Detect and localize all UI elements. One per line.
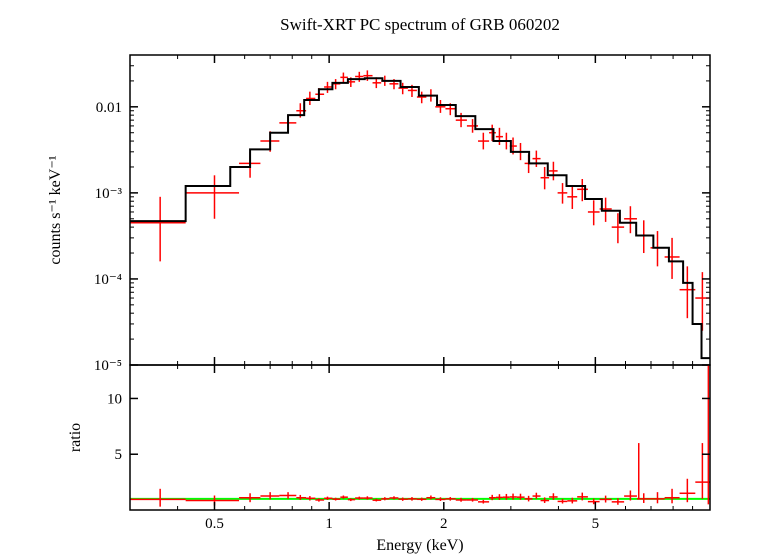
x-tick-label: 5 — [592, 516, 600, 532]
x-axis-label: Energy (keV) — [376, 537, 463, 554]
chart-svg: 10⁻⁵ 10⁻⁴ 10⁻³ 0.01 5 10 0.5 1 2 5 Swift-XRT PC sp… — [0, 0, 758, 556]
y-tick-label: 10⁻⁵ — [94, 358, 122, 374]
chart-title: Swift-XRT PC spectrum of GRB 060202 — [280, 15, 560, 34]
x-tick-label: 1 — [325, 516, 333, 532]
y-tick-label: 10⁻⁴ — [94, 272, 122, 288]
y-tick-label: 0.01 — [96, 100, 122, 116]
spectrum-chart: 10⁻⁵ 10⁻⁴ 10⁻³ 0.01 5 10 0.5 1 2 5 Swift-XRT PC sp… — [0, 0, 758, 556]
y-tick-label: 5 — [115, 447, 123, 463]
x-tick-label: 0.5 — [205, 516, 224, 532]
y-tick-label: 10 — [107, 391, 122, 407]
y-axis-label-top: counts s⁻¹ keV⁻¹ — [47, 155, 64, 264]
y-tick-label: 10⁻³ — [95, 186, 123, 202]
x-tick-label: 2 — [440, 516, 448, 532]
y-axis-label-bottom: ratio — [67, 423, 84, 452]
